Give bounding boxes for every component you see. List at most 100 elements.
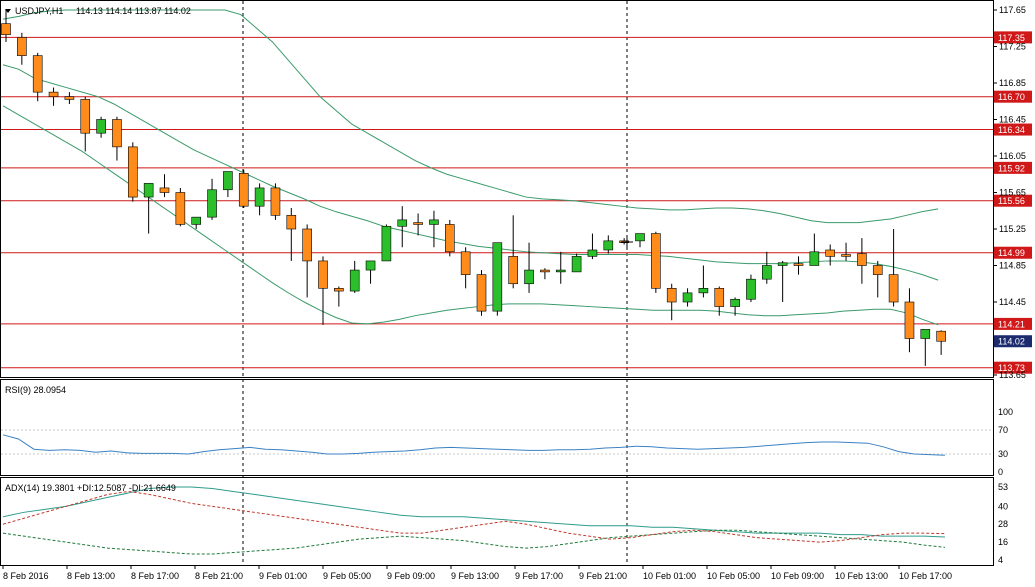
time-tick-label: 9 Feb 09:00 bbox=[387, 571, 435, 581]
candle-body bbox=[857, 253, 867, 266]
time-tick-label: 9 Feb 13:00 bbox=[451, 571, 499, 581]
adx-tick-label: 40 bbox=[998, 501, 1008, 511]
adx-tick-label: 16 bbox=[998, 537, 1008, 547]
candle-body bbox=[207, 189, 217, 218]
candle-body bbox=[809, 251, 820, 266]
current-price-box bbox=[994, 335, 1032, 348]
adx-line bbox=[2, 486, 946, 538]
level-price-box bbox=[994, 90, 1032, 103]
candle-body bbox=[540, 269, 550, 273]
candle-body bbox=[175, 192, 186, 225]
price-axis: 117.65117.25116.85116.45116.05115.65115.… bbox=[993, 5, 1026, 380]
candle-body bbox=[936, 330, 946, 342]
candle-body bbox=[635, 233, 645, 242]
candle-body bbox=[270, 187, 281, 216]
level-price-box bbox=[994, 31, 1032, 44]
level-price-box bbox=[994, 161, 1032, 174]
rsi-tick-label: 100 bbox=[998, 407, 1013, 417]
candle-body bbox=[888, 274, 899, 303]
price-tick-label: 114.45 bbox=[999, 297, 1026, 307]
rsi-label: RSI(9) 28.0954 bbox=[5, 385, 66, 395]
level-price-label: 114.21 bbox=[998, 319, 1025, 329]
time-tick-label: 8 Feb 17:00 bbox=[131, 571, 179, 581]
candle-body bbox=[555, 269, 566, 273]
dropdown-arrow-icon[interactable] bbox=[5, 9, 11, 13]
level-price-label: 116.70 bbox=[998, 92, 1025, 102]
adx-tick-label: 28 bbox=[998, 519, 1008, 529]
level-price-label: 116.34 bbox=[998, 125, 1025, 135]
candle-body bbox=[666, 288, 677, 303]
ohlc-values: 114.13 114.14 113.87 114.02 bbox=[76, 6, 191, 16]
adx-label: ADX(14) 19.3801 +DI:12.5087 -DI:21.6649 bbox=[5, 483, 176, 493]
rsi-tick-label: 70 bbox=[998, 425, 1008, 435]
candle-body bbox=[413, 222, 423, 225]
candle-body bbox=[730, 298, 740, 307]
level-price-box bbox=[994, 194, 1032, 207]
price-tick-label: 114.85 bbox=[999, 261, 1026, 271]
minus-di-line bbox=[2, 490, 946, 543]
candle-body bbox=[524, 269, 534, 285]
candle-body bbox=[571, 256, 582, 273]
candle-body bbox=[254, 187, 265, 207]
time-tick-label: 10 Feb 13:00 bbox=[835, 571, 888, 581]
price-tick-label: 113.65 bbox=[999, 370, 1026, 380]
candle-body bbox=[223, 171, 233, 191]
time-tick-label: 9 Feb 17:00 bbox=[515, 571, 563, 581]
adx-panel[interactable] bbox=[0, 477, 994, 566]
time-tick-label: 8 Feb 2016 bbox=[3, 571, 49, 581]
candle-body bbox=[365, 260, 376, 271]
candle-body bbox=[777, 262, 788, 266]
candle-body bbox=[793, 263, 804, 266]
time-tick-label: 9 Feb 05:00 bbox=[323, 571, 371, 581]
candle-body bbox=[32, 55, 43, 93]
rsi-panel[interactable] bbox=[0, 379, 994, 476]
candle-body bbox=[920, 329, 931, 339]
candle-body bbox=[238, 173, 249, 207]
candle-body bbox=[143, 183, 154, 198]
price-tick-label: 116.85 bbox=[999, 78, 1026, 88]
time-tick-label: 8 Feb 13:00 bbox=[67, 571, 115, 581]
price-tick-label: 115.65 bbox=[999, 188, 1026, 198]
candle-body bbox=[191, 216, 201, 225]
rsi-line bbox=[2, 434, 946, 456]
adx-tick-label: 4 bbox=[998, 555, 1003, 565]
candle-body bbox=[746, 278, 756, 300]
level-price-box bbox=[994, 317, 1032, 330]
time-tick-label: 8 Feb 21:00 bbox=[195, 571, 243, 581]
price-tick-label: 117.25 bbox=[999, 42, 1026, 52]
time-tick-label: 10 Feb 09:00 bbox=[771, 571, 824, 581]
level-price-box bbox=[994, 246, 1032, 259]
candle-body bbox=[460, 251, 471, 275]
crosshair-icon bbox=[621, 236, 633, 248]
candle-body bbox=[397, 219, 408, 227]
candle-body bbox=[334, 288, 344, 292]
time-tick-label: 10 Feb 01:00 bbox=[643, 571, 696, 581]
price-tick-label: 116.45 bbox=[999, 115, 1026, 125]
level-price-box bbox=[994, 361, 1032, 374]
symbol-label: USDJPY,H1 bbox=[15, 6, 63, 16]
horizontal-levels: 117.35 116.70 116.34 115.92 115.56 114.99 114.… bbox=[1, 31, 1032, 374]
candle-body bbox=[128, 146, 138, 198]
candle-body bbox=[872, 265, 883, 275]
candle-body bbox=[429, 219, 439, 225]
candle-body bbox=[904, 301, 915, 339]
candle-body bbox=[761, 265, 772, 280]
candle-body bbox=[841, 254, 851, 257]
bollinger-lower-line bbox=[2, 105, 939, 326]
level-price-label: 117.35 bbox=[998, 33, 1025, 43]
rsi-tick-label: 30 bbox=[998, 449, 1008, 459]
time-tick-label: 10 Feb 05:00 bbox=[707, 571, 760, 581]
candle-body bbox=[508, 256, 519, 285]
candle-body bbox=[651, 233, 661, 289]
candle-body bbox=[714, 288, 725, 307]
adx-tick-label: 53 bbox=[998, 482, 1008, 492]
candle-body bbox=[698, 288, 709, 294]
candle-body bbox=[112, 119, 122, 148]
candle-body bbox=[381, 225, 392, 262]
candle-body bbox=[587, 249, 598, 257]
time-axis: 8 Feb 2016 8 Feb 13:00 8 Feb 17:00 8 Feb 21… bbox=[2, 565, 952, 581]
candle-body bbox=[96, 119, 106, 134]
candles bbox=[1, 10, 946, 366]
bollinger-upper-line bbox=[2, 9, 939, 224]
